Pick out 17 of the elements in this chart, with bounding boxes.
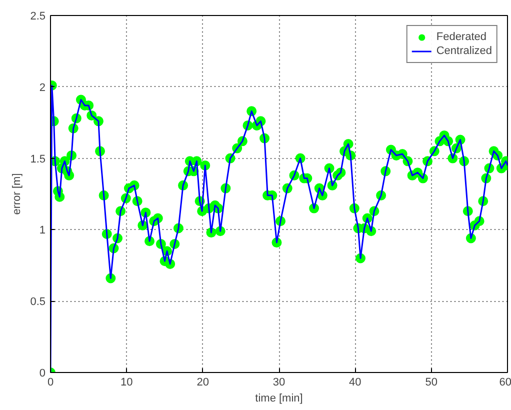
legend-label: Federated (436, 30, 487, 44)
y-tick-label: 1 (39, 224, 46, 237)
y-tick-label: 0 (39, 368, 46, 380)
y-axis-title: error [m] (11, 173, 24, 215)
y-tick-label: 2.5 (30, 10, 46, 22)
legend-label: Centralized (436, 44, 492, 58)
x-tick-label: 10 (120, 376, 133, 388)
x-tick-label: 20 (196, 376, 209, 388)
y-tick-label: 2 (39, 82, 46, 94)
x-tick-label: 40 (349, 376, 362, 388)
x-tick-label: 60 (499, 376, 511, 388)
x-tick-label: 0 (47, 376, 54, 388)
y-tick-label: 1.5 (30, 153, 46, 166)
y-tick-label: 0.5 (30, 296, 46, 308)
x-tick-label: 50 (425, 376, 438, 388)
x-axis-title: time [min] (255, 392, 303, 404)
x-tick-label: 30 (272, 376, 286, 388)
